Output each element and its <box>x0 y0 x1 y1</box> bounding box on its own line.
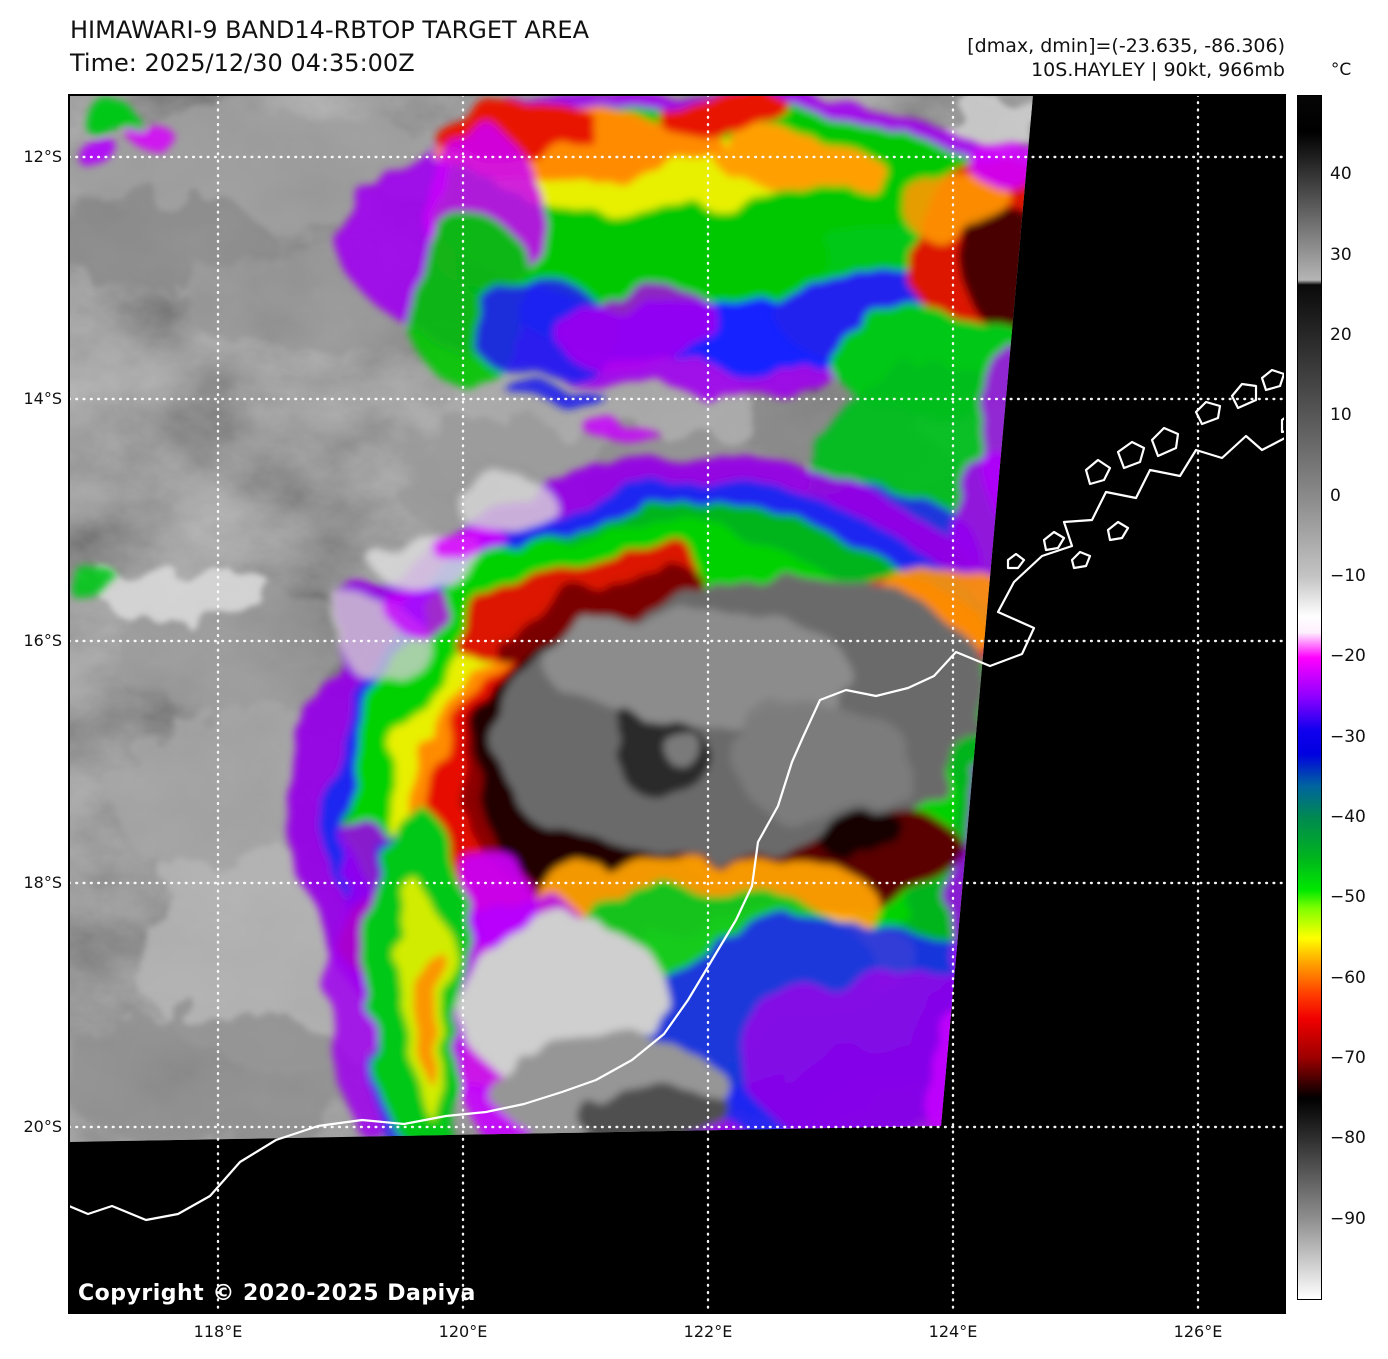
colorbar-tick-label: −50 <box>1330 887 1366 907</box>
lat-tick-label: 20°S <box>23 1117 62 1136</box>
colorbar-tick-label: −60 <box>1330 968 1366 988</box>
colorbar-tick-label: 40 <box>1330 164 1352 184</box>
copyright-watermark: Copyright © 2020-2025 Dapiya <box>78 1281 476 1306</box>
mainland-coastline <box>69 434 1285 1222</box>
timestamp: Time: 2025/12/30 04:35:00Z <box>70 49 415 77</box>
colorbar-tick-label: −80 <box>1330 1128 1366 1148</box>
coastline <box>69 368 1285 1222</box>
dmax-dmin-readout: [dmax, dmin]=(-23.635, -86.306) <box>967 35 1285 57</box>
lat-tick-label: 16°S <box>23 631 62 650</box>
lon-tick-label: 118°E <box>193 1322 243 1341</box>
lon-tick-label: 126°E <box>1173 1322 1223 1341</box>
colorbar-tick-label: 30 <box>1330 245 1352 265</box>
islands <box>1006 368 1285 570</box>
lon-tick-label: 120°E <box>438 1322 488 1341</box>
gridlines <box>69 95 1285 1313</box>
colorbar-unit-label: °C <box>1330 60 1352 80</box>
colorbar-tick-label: −10 <box>1330 566 1366 586</box>
page-title: HIMAWARI-9 BAND14-RBTOP TARGET AREA <box>70 16 590 44</box>
colorbar-tick-label: 20 <box>1330 325 1352 345</box>
temperature-colorbar <box>1297 95 1322 1300</box>
lat-tick-label: 18°S <box>23 873 62 892</box>
colorbar-tick-label: −40 <box>1330 807 1366 827</box>
colorbar-tick-label: 0 <box>1330 486 1341 506</box>
plot-border <box>68 94 1286 1314</box>
colorbar-tick-label: 10 <box>1330 405 1352 425</box>
colorbar-tick-label: −90 <box>1330 1209 1366 1229</box>
lon-tick-label: 122°E <box>683 1322 733 1341</box>
colorbar-tick-label: −70 <box>1330 1048 1366 1068</box>
lat-tick-label: 14°S <box>23 389 62 408</box>
lat-tick-label: 12°S <box>23 147 62 166</box>
colorbar-tick-label: −20 <box>1330 646 1366 666</box>
storm-info: 10S.HAYLEY | 90kt, 966mb <box>1031 59 1285 81</box>
cyclone-cold-core <box>492 580 988 860</box>
colorbar-tick-label: −30 <box>1330 727 1366 747</box>
satellite-data-swath <box>69 95 1033 1142</box>
lon-tick-label: 124°E <box>928 1322 978 1341</box>
enhanced-cloud-colors <box>70 95 1033 1142</box>
